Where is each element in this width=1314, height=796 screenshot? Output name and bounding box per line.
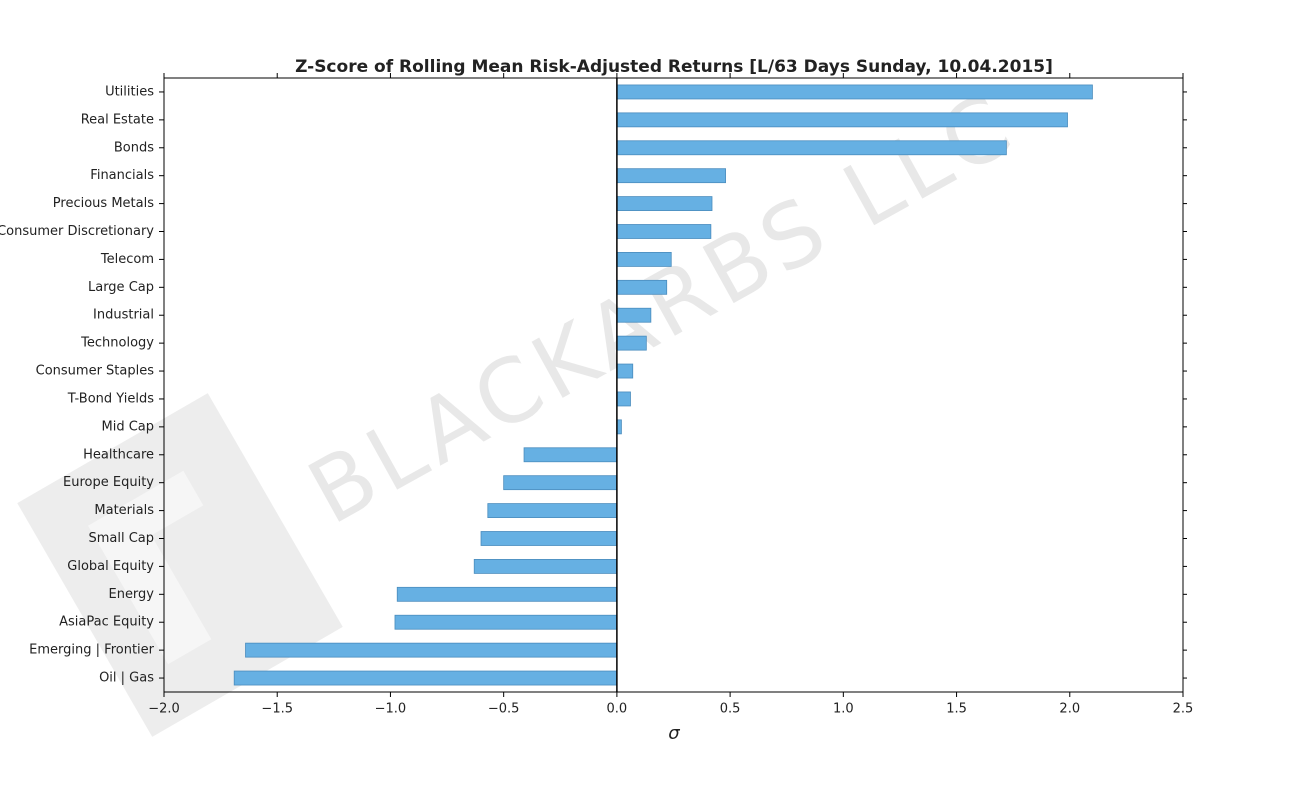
bar [616, 252, 672, 267]
bar [616, 112, 1068, 128]
bar [616, 335, 647, 351]
y-tick-label: Telecom [100, 252, 154, 267]
y-tick-label: Emerging | Frontier [29, 643, 154, 658]
y-tick-label: Technology [80, 336, 154, 351]
x-tick-label: −1.0 [375, 702, 407, 717]
x-tick-label: 2.0 [1059, 702, 1080, 717]
y-tick-label: T-Bond Yields [67, 391, 154, 406]
x-tick-label: −1.5 [261, 702, 293, 717]
bar [616, 140, 1007, 156]
plot-area [163, 77, 1184, 693]
logo-shape [88, 470, 212, 665]
bar [616, 168, 726, 184]
y-tick-label: Industrial [93, 308, 154, 323]
y-tick-label: Consumer Discretionary [0, 224, 154, 239]
bar [245, 642, 618, 658]
bar [503, 475, 618, 491]
bar [480, 531, 618, 546]
y-tick-label: Large Cap [88, 280, 154, 295]
bar [473, 559, 618, 574]
y-tick-label: Real Estate [81, 112, 154, 127]
x-tick-label: 2.5 [1173, 702, 1194, 717]
x-tick-label: −0.5 [488, 702, 520, 717]
y-tick-label: Energy [108, 587, 154, 602]
x-tick-label: 0.0 [607, 702, 628, 717]
y-tick-label: Mid Cap [101, 419, 154, 434]
bar [616, 224, 712, 239]
x-axis-label: σ [668, 723, 680, 744]
x-tick-label: −2.0 [148, 702, 180, 717]
y-tick-label: Financials [90, 168, 154, 183]
y-tick-label: Europe Equity [63, 475, 154, 490]
bar [616, 391, 631, 407]
y-tick-label: AsiaPac Equity [59, 615, 154, 630]
x-tick-label: 1.5 [946, 702, 967, 717]
bar [616, 196, 713, 211]
bar [487, 503, 618, 518]
y-tick-label: Healthcare [83, 447, 154, 462]
y-tick-label: Small Cap [88, 531, 154, 546]
y-tick-label: Oil | Gas [99, 671, 154, 686]
bar [616, 84, 1093, 100]
bar [616, 307, 652, 323]
bar [616, 279, 668, 295]
y-tick-label: Bonds [114, 140, 154, 155]
bar [396, 586, 618, 602]
y-tick-label: Utilities [105, 84, 154, 99]
x-tick-label: 1.0 [833, 702, 854, 717]
x-tick-label: 0.5 [720, 702, 741, 717]
y-tick-label: Consumer Staples [36, 364, 155, 379]
bar [616, 363, 634, 379]
y-tick-label: Materials [94, 503, 154, 518]
bar [233, 670, 618, 686]
chart-title: Z-Score of Rolling Mean Risk-Adjusted Re… [295, 57, 1053, 77]
y-tick-label: Precious Metals [53, 196, 154, 211]
y-tick-label: Global Equity [67, 559, 154, 574]
bar [394, 614, 618, 630]
bar [523, 447, 618, 463]
